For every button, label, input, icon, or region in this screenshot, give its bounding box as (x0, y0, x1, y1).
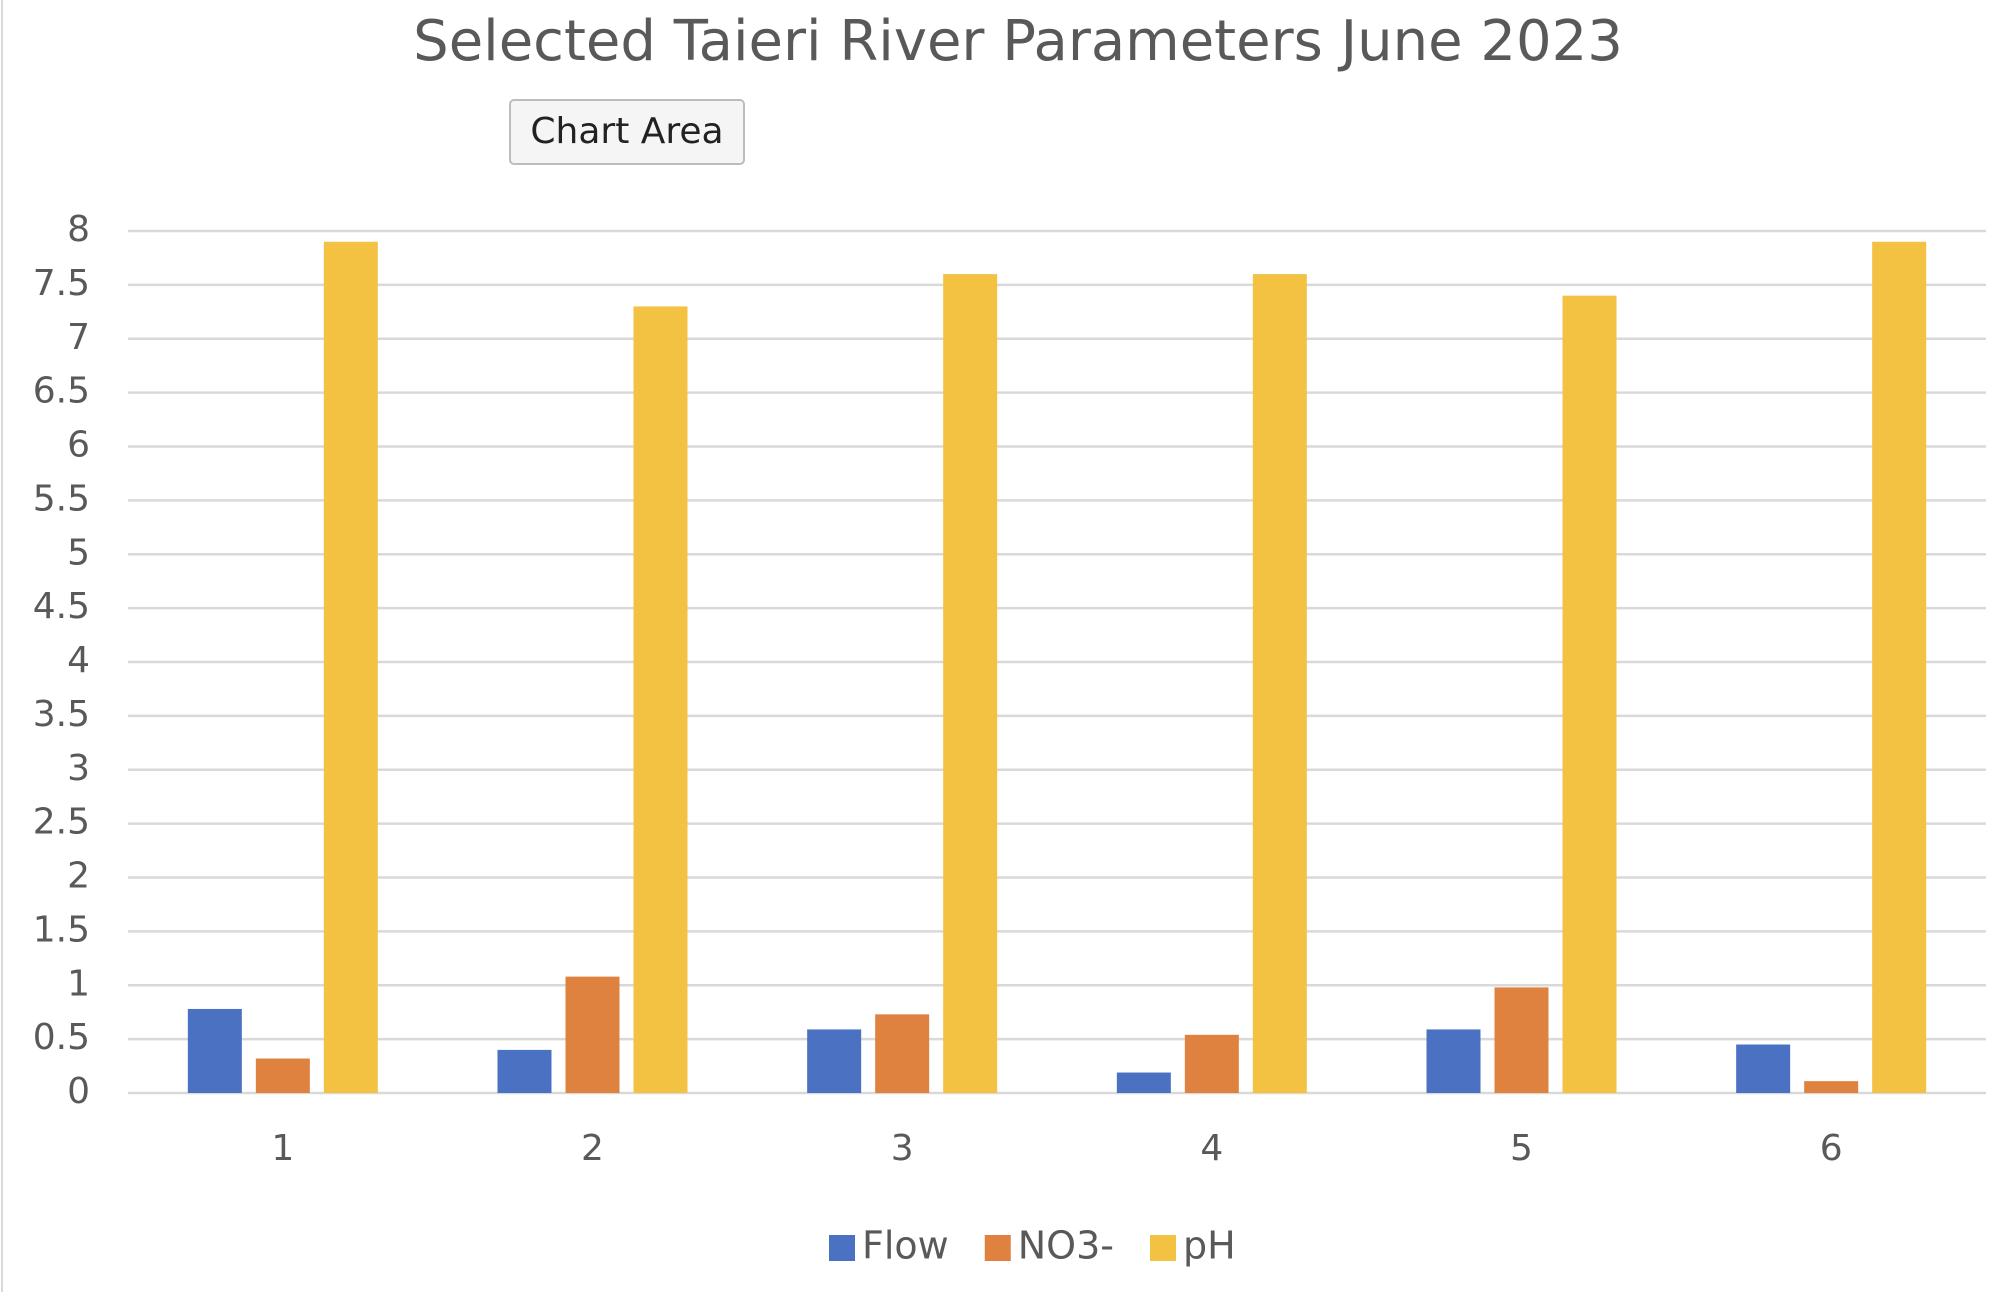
bar (1562, 295, 1617, 1093)
bar (1494, 987, 1549, 1093)
bar (497, 1049, 552, 1093)
legend-label: Flow (862, 1224, 949, 1268)
y-tick-label: 3.5 (33, 694, 90, 735)
y-tick-label: 6.5 (33, 371, 90, 412)
bar (1116, 1072, 1171, 1093)
x-tick-label: 1 (271, 1128, 294, 1169)
y-tick-label: 1 (67, 963, 90, 1004)
y-tick-label: 3 (67, 748, 90, 789)
y-tick-label: 7.5 (33, 263, 90, 304)
x-tick-label: 4 (1200, 1128, 1223, 1169)
bar (1736, 1044, 1791, 1093)
x-tick-label: 3 (891, 1128, 914, 1169)
y-tick-label: 8 (67, 209, 90, 250)
tooltip-box (509, 99, 745, 165)
bar (1804, 1081, 1859, 1093)
legend-swatch (1149, 1235, 1176, 1261)
y-tick-label: 7 (67, 317, 90, 358)
y-tick-label: 5 (67, 532, 90, 573)
bar (565, 976, 620, 1093)
bar (807, 1029, 862, 1093)
y-tick-label: 2.5 (33, 802, 90, 843)
y-tick-label: 0 (67, 1071, 90, 1112)
legend-label: pH (1183, 1224, 1236, 1268)
tooltip-text: Chart Area (530, 111, 723, 152)
y-tick-label: 4 (67, 640, 90, 681)
x-tick-label: 5 (1510, 1128, 1533, 1169)
y-tick-label: 5.5 (33, 478, 90, 519)
y-tick-label: 2 (67, 856, 90, 897)
tooltip: Chart Area (509, 99, 745, 165)
chart-title: Selected Taieri River Parameters June 20… (413, 9, 1623, 74)
bar (1426, 1029, 1481, 1093)
legend-swatch (984, 1235, 1011, 1261)
bar (875, 1014, 930, 1093)
bar (633, 306, 688, 1093)
y-tick-label: 0.5 (33, 1017, 90, 1058)
x-tick-label: 6 (1820, 1128, 1843, 1169)
legend-label: NO3- (1018, 1224, 1114, 1268)
x-tick-label: 2 (581, 1128, 604, 1169)
bar (255, 1058, 310, 1093)
bar (1184, 1034, 1239, 1093)
bar (1872, 241, 1927, 1093)
bar (187, 1008, 242, 1093)
bar (943, 274, 998, 1094)
bar (1252, 274, 1307, 1094)
y-tick-label: 4.5 (33, 586, 90, 627)
y-tick-label: 1.5 (33, 909, 90, 950)
legend-swatch (829, 1235, 855, 1261)
bar (323, 241, 378, 1093)
y-tick-label: 6 (67, 425, 90, 466)
